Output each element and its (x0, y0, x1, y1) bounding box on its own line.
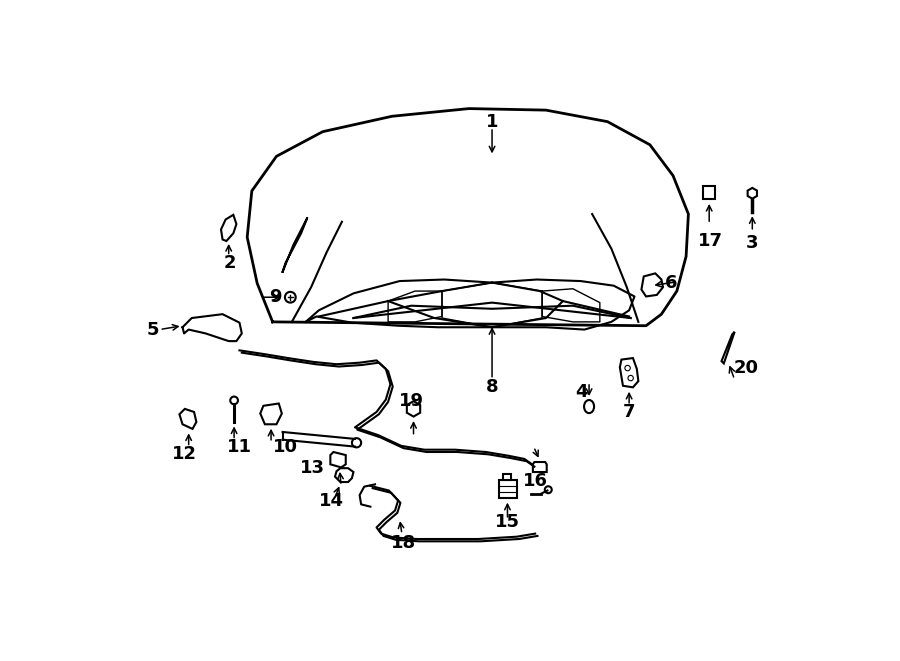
Text: 11: 11 (227, 438, 252, 455)
Text: 18: 18 (391, 534, 416, 552)
Text: 5: 5 (147, 321, 159, 338)
Text: 10: 10 (274, 438, 298, 455)
Text: 16: 16 (523, 472, 548, 490)
Polygon shape (722, 332, 734, 364)
Text: 20: 20 (734, 359, 759, 377)
Polygon shape (330, 452, 346, 467)
Text: 17: 17 (698, 232, 723, 250)
Polygon shape (642, 274, 663, 297)
Bar (503, 473, 511, 480)
Text: 1: 1 (486, 112, 499, 131)
Text: 7: 7 (623, 403, 635, 421)
Polygon shape (620, 358, 638, 387)
Polygon shape (260, 403, 282, 424)
Circle shape (285, 292, 296, 303)
Circle shape (625, 366, 630, 371)
Text: 2: 2 (224, 254, 237, 272)
Text: 14: 14 (320, 492, 345, 510)
Polygon shape (179, 409, 196, 429)
Text: 15: 15 (495, 513, 520, 531)
Ellipse shape (584, 400, 594, 413)
Polygon shape (407, 401, 420, 416)
Text: 6: 6 (664, 274, 677, 292)
Text: 4: 4 (575, 383, 588, 401)
Text: 19: 19 (399, 392, 424, 410)
Circle shape (352, 438, 361, 447)
Circle shape (230, 397, 238, 405)
Text: 12: 12 (172, 446, 196, 463)
Text: 9: 9 (269, 288, 281, 306)
Text: 8: 8 (486, 378, 499, 397)
Text: 3: 3 (746, 235, 759, 253)
Polygon shape (533, 462, 546, 472)
Circle shape (628, 375, 634, 381)
Bar (703, 186, 716, 200)
Text: 13: 13 (300, 459, 325, 477)
Polygon shape (335, 468, 354, 482)
Polygon shape (221, 215, 237, 241)
Bar (499, 480, 517, 498)
Circle shape (544, 486, 552, 493)
